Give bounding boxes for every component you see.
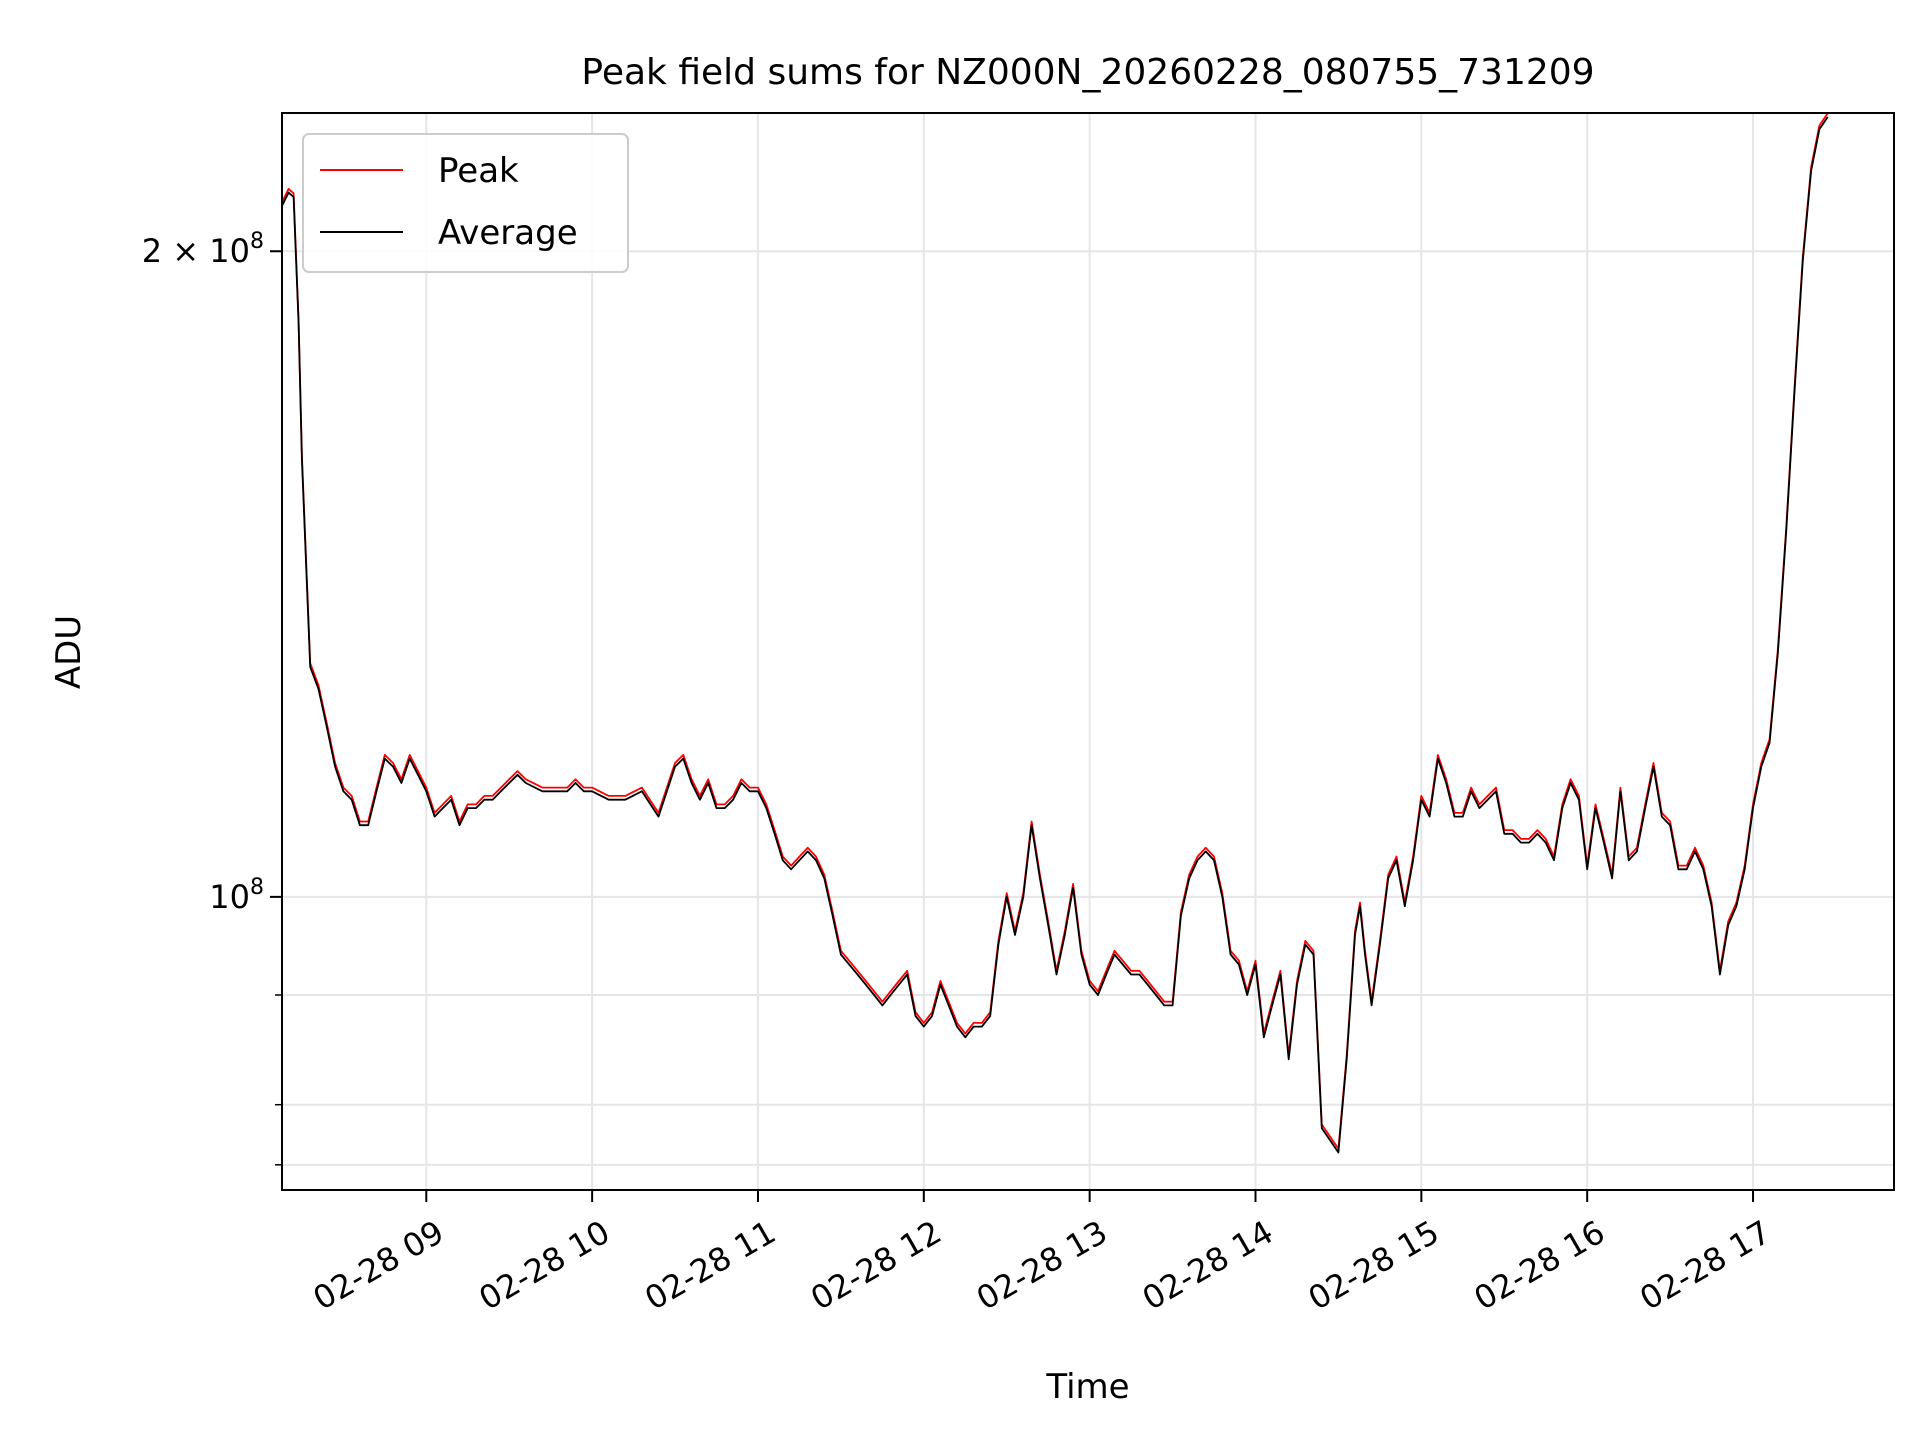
- y-tick-label-base: 10: [209, 878, 250, 916]
- legend-peak-label: Peak: [438, 151, 519, 191]
- x-axis-label: Time: [1045, 1367, 1129, 1407]
- legend: Peak Average: [302, 133, 629, 273]
- y-tick-label: 108: [209, 875, 264, 916]
- legend-average-label: Average: [438, 213, 578, 253]
- series-line-average: [281, 116, 1829, 1154]
- y-axis-label: ADU: [49, 615, 89, 689]
- chart-title: Peak field sums for NZ000N_20260228_0807…: [581, 52, 1594, 93]
- plot-frame: [281, 112, 1895, 1191]
- y-tick-label: 2 × 108: [142, 229, 264, 270]
- plot-series: [281, 112, 1829, 1154]
- y-tick-label-base: 2 × 10: [142, 232, 250, 270]
- y-tick-label-exponent: 8: [250, 229, 264, 254]
- y-tick-label-exponent: 8: [250, 875, 264, 900]
